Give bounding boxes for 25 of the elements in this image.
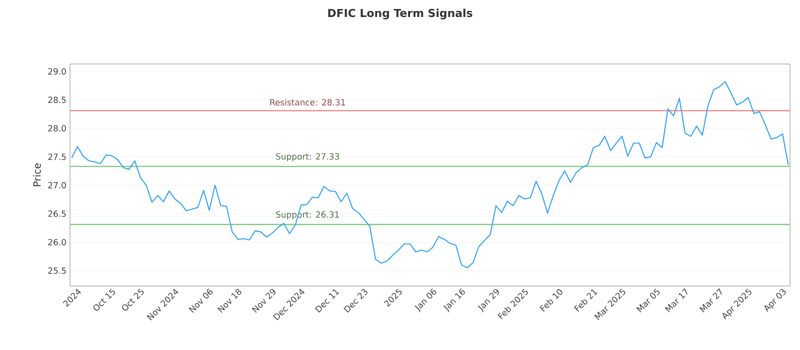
x-tick-label: Feb 21	[574, 289, 598, 312]
y-tick-label: 27.0	[48, 182, 66, 188]
x-tick-label: Jan 29	[478, 289, 499, 312]
y-tick-label: 28.5	[48, 96, 66, 104]
x-tick-label: Dec 23	[344, 288, 368, 313]
y-tick-label: 26.5	[48, 210, 66, 217]
y-tick-label: 27.5	[48, 154, 66, 160]
x-tick-label: Apr 03	[764, 288, 786, 312]
y-axis-title: Price	[33, 163, 41, 186]
ref-line-label: Resistance: 28.31	[270, 98, 345, 106]
x-tick-label: Feb 10	[540, 289, 562, 312]
line-series	[71, 81, 789, 268]
y-tick-label: 28.0	[48, 125, 66, 132]
ref-line-label: Support: 27.33	[276, 153, 339, 162]
x-tick-label: Mar 27	[699, 288, 722, 312]
x-tick-label: Dec 11	[314, 289, 340, 313]
y-tick-label: 29.0	[48, 68, 66, 75]
x-tick-label: Jan 06	[414, 288, 436, 312]
x-tick-label: Jan 16	[443, 288, 465, 312]
y-tick-label: 25.5	[48, 267, 66, 274]
x-tick-label: Oct 25	[122, 288, 144, 311]
x-tick-label: Mar 05	[636, 288, 660, 312]
chart-title: DFIC Long Term Signals	[328, 8, 472, 20]
y-tick-label: 26.0	[48, 238, 66, 246]
x-tick-label: Oct 15	[93, 288, 116, 311]
